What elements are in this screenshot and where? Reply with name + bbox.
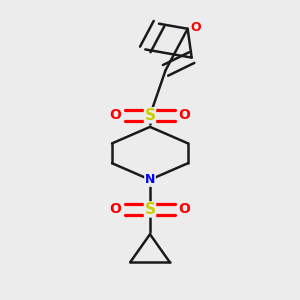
Text: O: O bbox=[190, 21, 201, 34]
Text: S: S bbox=[145, 202, 155, 217]
Text: O: O bbox=[179, 108, 190, 122]
Text: N: N bbox=[145, 173, 155, 186]
Text: S: S bbox=[145, 108, 155, 123]
Text: O: O bbox=[110, 108, 121, 122]
Text: O: O bbox=[110, 202, 121, 216]
Text: O: O bbox=[179, 202, 190, 216]
